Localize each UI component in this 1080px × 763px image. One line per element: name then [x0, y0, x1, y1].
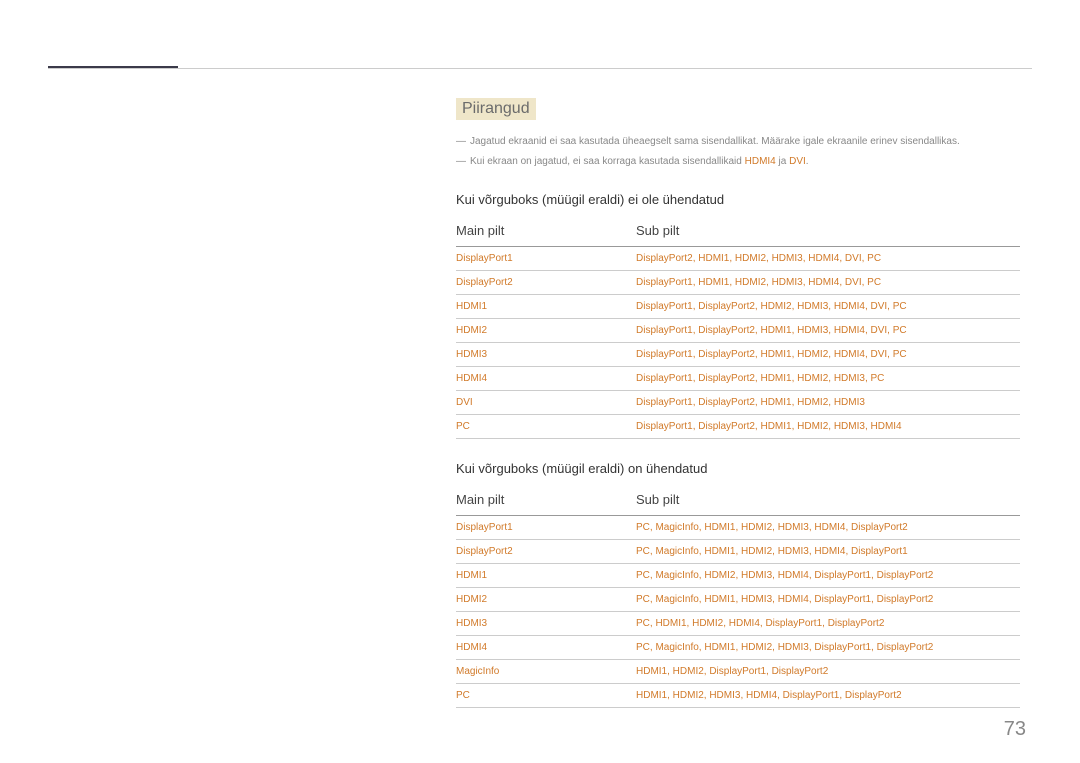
table-row: HDMI4DisplayPort1, DisplayPort2, HDMI1, …	[456, 367, 1020, 391]
cell-sub: DisplayPort1, DisplayPort2, HDMI1, HDMI2…	[636, 415, 1020, 439]
column-header-main: Main pilt	[456, 484, 636, 516]
note-text: Jagatud ekraanid ei saa kasutada üheaegs…	[470, 136, 960, 147]
tables-block: Kui võrguboks (müügil eraldi) ei ole ühe…	[456, 192, 1020, 708]
cell-sub: DisplayPort1, DisplayPort2, HDMI2, HDMI3…	[636, 295, 1020, 319]
note-dash: ―	[456, 154, 470, 170]
table-row: DVIDisplayPort1, DisplayPort2, HDMI1, HD…	[456, 391, 1020, 415]
page-content: Piirangud ―Jagatud ekraanid ei saa kasut…	[456, 98, 1020, 708]
column-header-sub: Sub pilt	[636, 484, 1020, 516]
table-row: HDMI1DisplayPort1, DisplayPort2, HDMI2, …	[456, 295, 1020, 319]
notes-block: ―Jagatud ekraanid ei saa kasutada üheaeg…	[456, 134, 1020, 170]
table-row: PCDisplayPort1, DisplayPort2, HDMI1, HDM…	[456, 415, 1020, 439]
table-row: HDMI2DisplayPort1, DisplayPort2, HDMI1, …	[456, 319, 1020, 343]
cell-sub: DisplayPort2, HDMI1, HDMI2, HDMI3, HDMI4…	[636, 247, 1020, 271]
header-divider	[48, 68, 1032, 69]
cell-main: DisplayPort1	[456, 516, 636, 540]
cell-main: HDMI4	[456, 367, 636, 391]
cell-sub: DisplayPort1, HDMI1, HDMI2, HDMI3, HDMI4…	[636, 271, 1020, 295]
column-header-sub: Sub pilt	[636, 215, 1020, 247]
table-row: DisplayPort2DisplayPort1, HDMI1, HDMI2, …	[456, 271, 1020, 295]
cell-main: HDMI1	[456, 295, 636, 319]
cell-main: MagicInfo	[456, 660, 636, 684]
cell-sub: HDMI1, HDMI2, HDMI3, HDMI4, DisplayPort1…	[636, 684, 1020, 708]
cell-main: DisplayPort2	[456, 271, 636, 295]
table-row: DisplayPort1PC, MagicInfo, HDMI1, HDMI2,…	[456, 516, 1020, 540]
cell-main: PC	[456, 684, 636, 708]
note-text-part: DVI	[789, 156, 806, 167]
table-row: HDMI3PC, HDMI1, HDMI2, HDMI4, DisplayPor…	[456, 612, 1020, 636]
table-row: HDMI1PC, MagicInfo, HDMI2, HDMI3, HDMI4,…	[456, 564, 1020, 588]
cell-main: DisplayPort2	[456, 540, 636, 564]
table-row: DisplayPort1DisplayPort2, HDMI1, HDMI2, …	[456, 247, 1020, 271]
cell-sub: DisplayPort1, DisplayPort2, HDMI1, HDMI2…	[636, 391, 1020, 415]
note-line: ―Kui ekraan on jagatud, ei saa korraga k…	[456, 154, 1020, 170]
note-text-part: Kui ekraan on jagatud, ei saa korraga ka…	[470, 156, 745, 167]
cell-sub: PC, MagicInfo, HDMI2, HDMI3, HDMI4, Disp…	[636, 564, 1020, 588]
table-heading: Kui võrguboks (müügil eraldi) on ühendat…	[456, 461, 1020, 476]
table-row: MagicInfoHDMI1, HDMI2, DisplayPort1, Dis…	[456, 660, 1020, 684]
page-number: 73	[1004, 718, 1026, 741]
column-header-main: Main pilt	[456, 215, 636, 247]
cell-sub: DisplayPort1, DisplayPort2, HDMI1, HDMI2…	[636, 367, 1020, 391]
cell-main: HDMI2	[456, 319, 636, 343]
cell-main: HDMI4	[456, 636, 636, 660]
table-row: HDMI2PC, MagicInfo, HDMI1, HDMI3, HDMI4,…	[456, 588, 1020, 612]
note-dash: ―	[456, 134, 470, 150]
cell-main: HDMI1	[456, 564, 636, 588]
cell-sub: PC, HDMI1, HDMI2, HDMI4, DisplayPort1, D…	[636, 612, 1020, 636]
cell-sub: HDMI1, HDMI2, DisplayPort1, DisplayPort2	[636, 660, 1020, 684]
cell-sub: PC, MagicInfo, HDMI1, HDMI2, HDMI3, Disp…	[636, 636, 1020, 660]
cell-main: HDMI3	[456, 612, 636, 636]
table-row: HDMI4PC, MagicInfo, HDMI1, HDMI2, HDMI3,…	[456, 636, 1020, 660]
cell-sub: DisplayPort1, DisplayPort2, HDMI1, HDMI3…	[636, 319, 1020, 343]
table-row: PCHDMI1, HDMI2, HDMI3, HDMI4, DisplayPor…	[456, 684, 1020, 708]
cell-main: DisplayPort1	[456, 247, 636, 271]
cell-main: HDMI3	[456, 343, 636, 367]
table-row: HDMI3DisplayPort1, DisplayPort2, HDMI1, …	[456, 343, 1020, 367]
note-text-part: HDMI4	[745, 156, 776, 167]
cell-main: PC	[456, 415, 636, 439]
table-heading: Kui võrguboks (müügil eraldi) ei ole ühe…	[456, 192, 1020, 207]
cell-sub: PC, MagicInfo, HDMI1, HDMI2, HDMI3, HDMI…	[636, 516, 1020, 540]
table-row: DisplayPort2PC, MagicInfo, HDMI1, HDMI2,…	[456, 540, 1020, 564]
note-line: ―Jagatud ekraanid ei saa kasutada üheaeg…	[456, 134, 1020, 150]
cell-main: HDMI2	[456, 588, 636, 612]
compatibility-table: Main piltSub piltDisplayPort1PC, MagicIn…	[456, 484, 1020, 708]
section-title: Piirangud	[456, 98, 536, 120]
note-text-part: .	[806, 156, 809, 167]
compatibility-table: Main piltSub piltDisplayPort1DisplayPort…	[456, 215, 1020, 439]
note-text-part: ja	[776, 156, 789, 167]
cell-sub: PC, MagicInfo, HDMI1, HDMI2, HDMI3, HDMI…	[636, 540, 1020, 564]
cell-sub: PC, MagicInfo, HDMI1, HDMI3, HDMI4, Disp…	[636, 588, 1020, 612]
cell-sub: DisplayPort1, DisplayPort2, HDMI1, HDMI2…	[636, 343, 1020, 367]
cell-main: DVI	[456, 391, 636, 415]
